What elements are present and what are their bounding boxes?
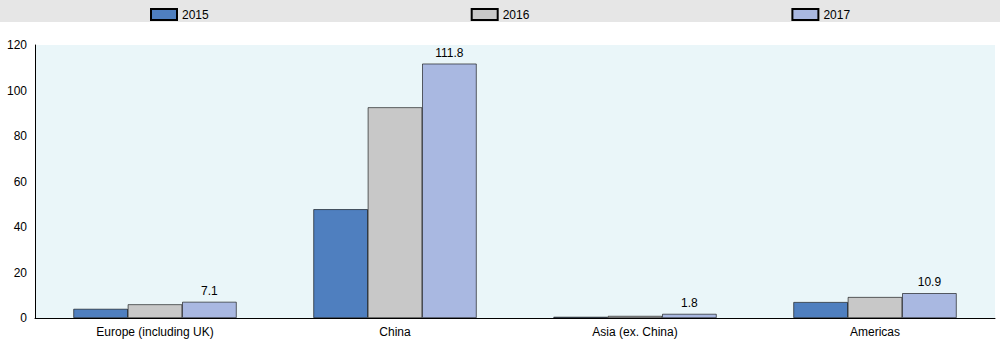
svg-text:China: China [379, 325, 411, 339]
svg-text:60: 60 [14, 175, 28, 189]
svg-text:111.8: 111.8 [435, 46, 464, 60]
svg-text:0: 0 [20, 311, 27, 325]
svg-text:2015: 2015 [182, 8, 209, 22]
svg-text:Americas: Americas [850, 325, 900, 339]
svg-text:1.8: 1.8 [681, 296, 698, 310]
svg-text:100: 100 [7, 84, 27, 98]
svg-text:Asia (ex. China): Asia (ex. China) [592, 325, 677, 339]
svg-text:7.1: 7.1 [201, 284, 218, 298]
svg-text:2017: 2017 [823, 8, 850, 22]
svg-text:10.9: 10.9 [918, 275, 942, 289]
svg-text:20: 20 [14, 266, 28, 280]
svg-text:80: 80 [14, 129, 28, 143]
svg-text:40: 40 [14, 220, 28, 234]
svg-text:2016: 2016 [503, 8, 530, 22]
svg-text:120: 120 [7, 38, 27, 52]
svg-text:Europe (including UK): Europe (including UK) [96, 325, 213, 339]
